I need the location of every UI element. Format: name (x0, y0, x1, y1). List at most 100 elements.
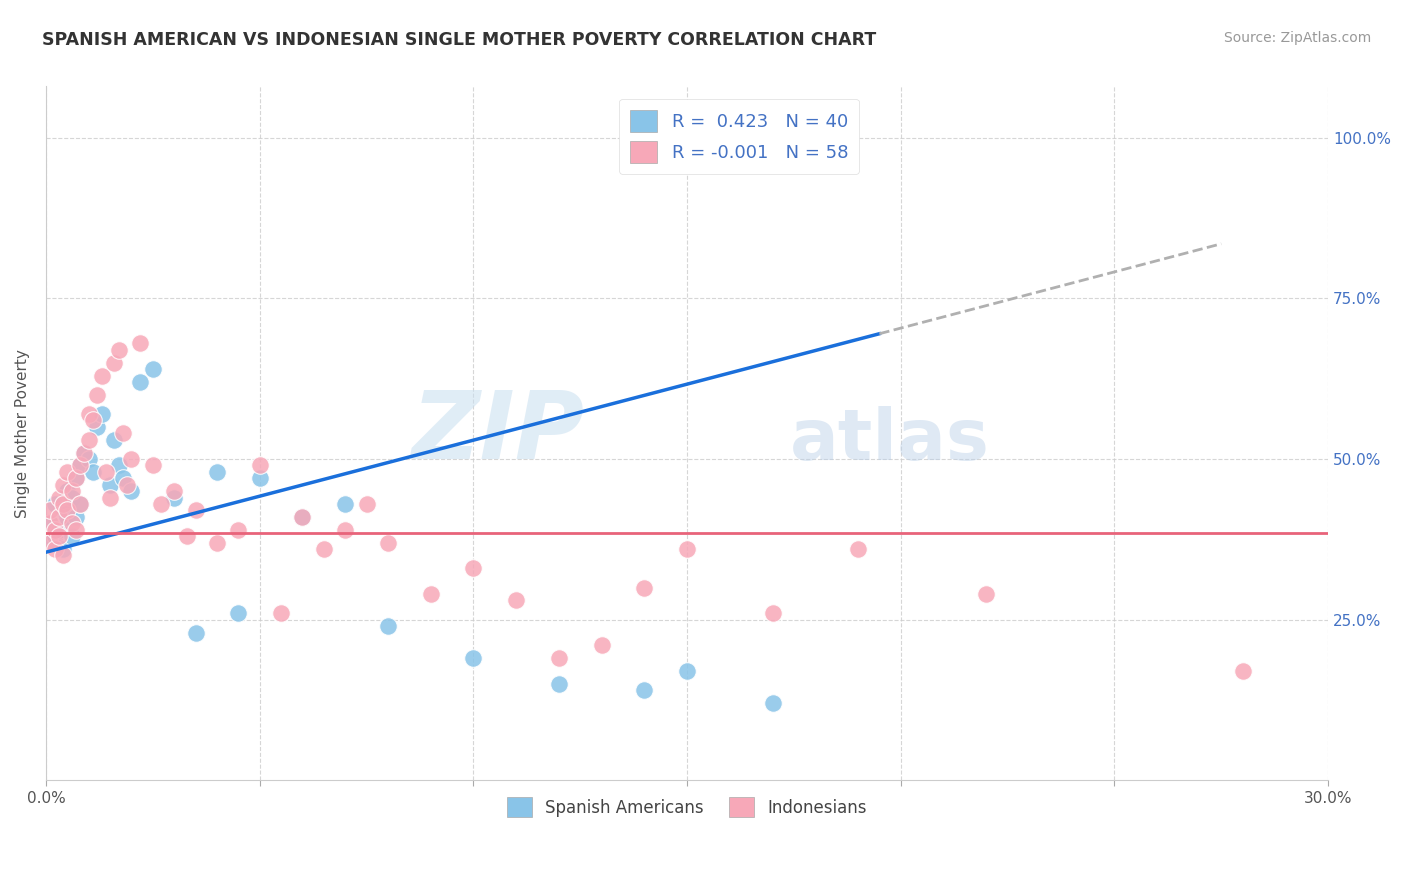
Point (48, 509, 70, 524)
Point (761, 696, 783, 710)
Point (86, 420, 108, 434)
Point (90, 368, 112, 383)
Point (356, 497, 378, 511)
Point (65, 471, 87, 485)
Point (270, 606, 292, 620)
Point (73, 445, 96, 459)
Point (129, 336, 152, 351)
Point (676, 541, 699, 556)
Point (205, 465, 228, 479)
Point (249, 471, 271, 485)
Point (39, 516, 62, 531)
Point (52, 497, 75, 511)
Point (60, 516, 83, 531)
Point (73, 445, 96, 459)
Point (974, 587, 997, 601)
Point (205, 535, 228, 549)
Text: ZIP: ZIP (412, 387, 585, 479)
Point (39, 535, 62, 549)
Point (547, 651, 569, 665)
Point (60, 484, 83, 499)
Point (505, 593, 527, 607)
Point (846, 541, 869, 556)
Point (312, 541, 335, 556)
Point (39, 535, 62, 549)
Point (52, 549, 75, 563)
Point (184, 503, 207, 517)
Point (82, 465, 104, 479)
Point (69, 458, 91, 473)
Point (69, 497, 91, 511)
Point (463, 561, 485, 575)
Point (48, 523, 70, 537)
Point (377, 619, 399, 633)
Point (56, 484, 79, 499)
Point (56, 465, 79, 479)
Point (65, 523, 87, 537)
Point (44, 541, 66, 556)
Point (56, 509, 79, 524)
Point (111, 426, 134, 441)
Point (107, 458, 129, 473)
Point (65, 509, 87, 524)
Point (226, 523, 249, 537)
Point (333, 497, 356, 511)
Point (547, 677, 569, 691)
Point (90, 407, 112, 421)
Point (129, 375, 152, 389)
Point (291, 509, 314, 524)
Point (103, 433, 125, 447)
Text: SPANISH AMERICAN VS INDONESIAN SINGLE MOTHER POVERTY CORRELATION CHART: SPANISH AMERICAN VS INDONESIAN SINGLE MO… (42, 31, 876, 49)
Point (56, 503, 79, 517)
Point (633, 581, 655, 595)
Point (48, 491, 70, 505)
Point (82, 413, 104, 427)
Point (163, 484, 186, 499)
Point (226, 606, 249, 620)
Point (98, 477, 121, 491)
Point (377, 535, 399, 549)
Point (44, 523, 66, 537)
Point (176, 529, 198, 543)
Point (249, 458, 271, 473)
Point (52, 477, 75, 491)
Point (463, 651, 485, 665)
Point (48, 529, 70, 543)
Point (103, 356, 125, 370)
Point (44, 529, 66, 543)
Y-axis label: Single Mother Poverty: Single Mother Poverty (15, 349, 30, 517)
Point (69, 497, 91, 511)
Point (77, 433, 100, 447)
Point (1232, 664, 1254, 678)
Point (115, 477, 138, 491)
Point (65, 471, 87, 485)
Point (633, 683, 655, 698)
Point (111, 471, 134, 485)
Point (39, 503, 62, 517)
Point (52, 503, 75, 517)
Point (52, 541, 75, 556)
Point (184, 625, 207, 640)
Point (44, 497, 66, 511)
Point (419, 587, 441, 601)
Point (591, 639, 613, 653)
Legend: Spanish Americans, Indonesians: Spanish Americans, Indonesians (501, 790, 873, 824)
Point (291, 509, 314, 524)
Point (163, 491, 186, 505)
Text: atlas: atlas (790, 406, 990, 475)
Point (77, 407, 100, 421)
Point (120, 452, 142, 467)
Point (94, 465, 117, 479)
Point (676, 664, 699, 678)
Point (761, 606, 783, 620)
Point (86, 388, 108, 402)
Point (98, 491, 121, 505)
Point (77, 452, 100, 467)
Point (142, 458, 165, 473)
Point (39, 516, 62, 531)
Point (69, 458, 91, 473)
Point (142, 362, 165, 376)
Point (120, 484, 142, 499)
Point (60, 529, 83, 543)
Point (107, 343, 129, 357)
